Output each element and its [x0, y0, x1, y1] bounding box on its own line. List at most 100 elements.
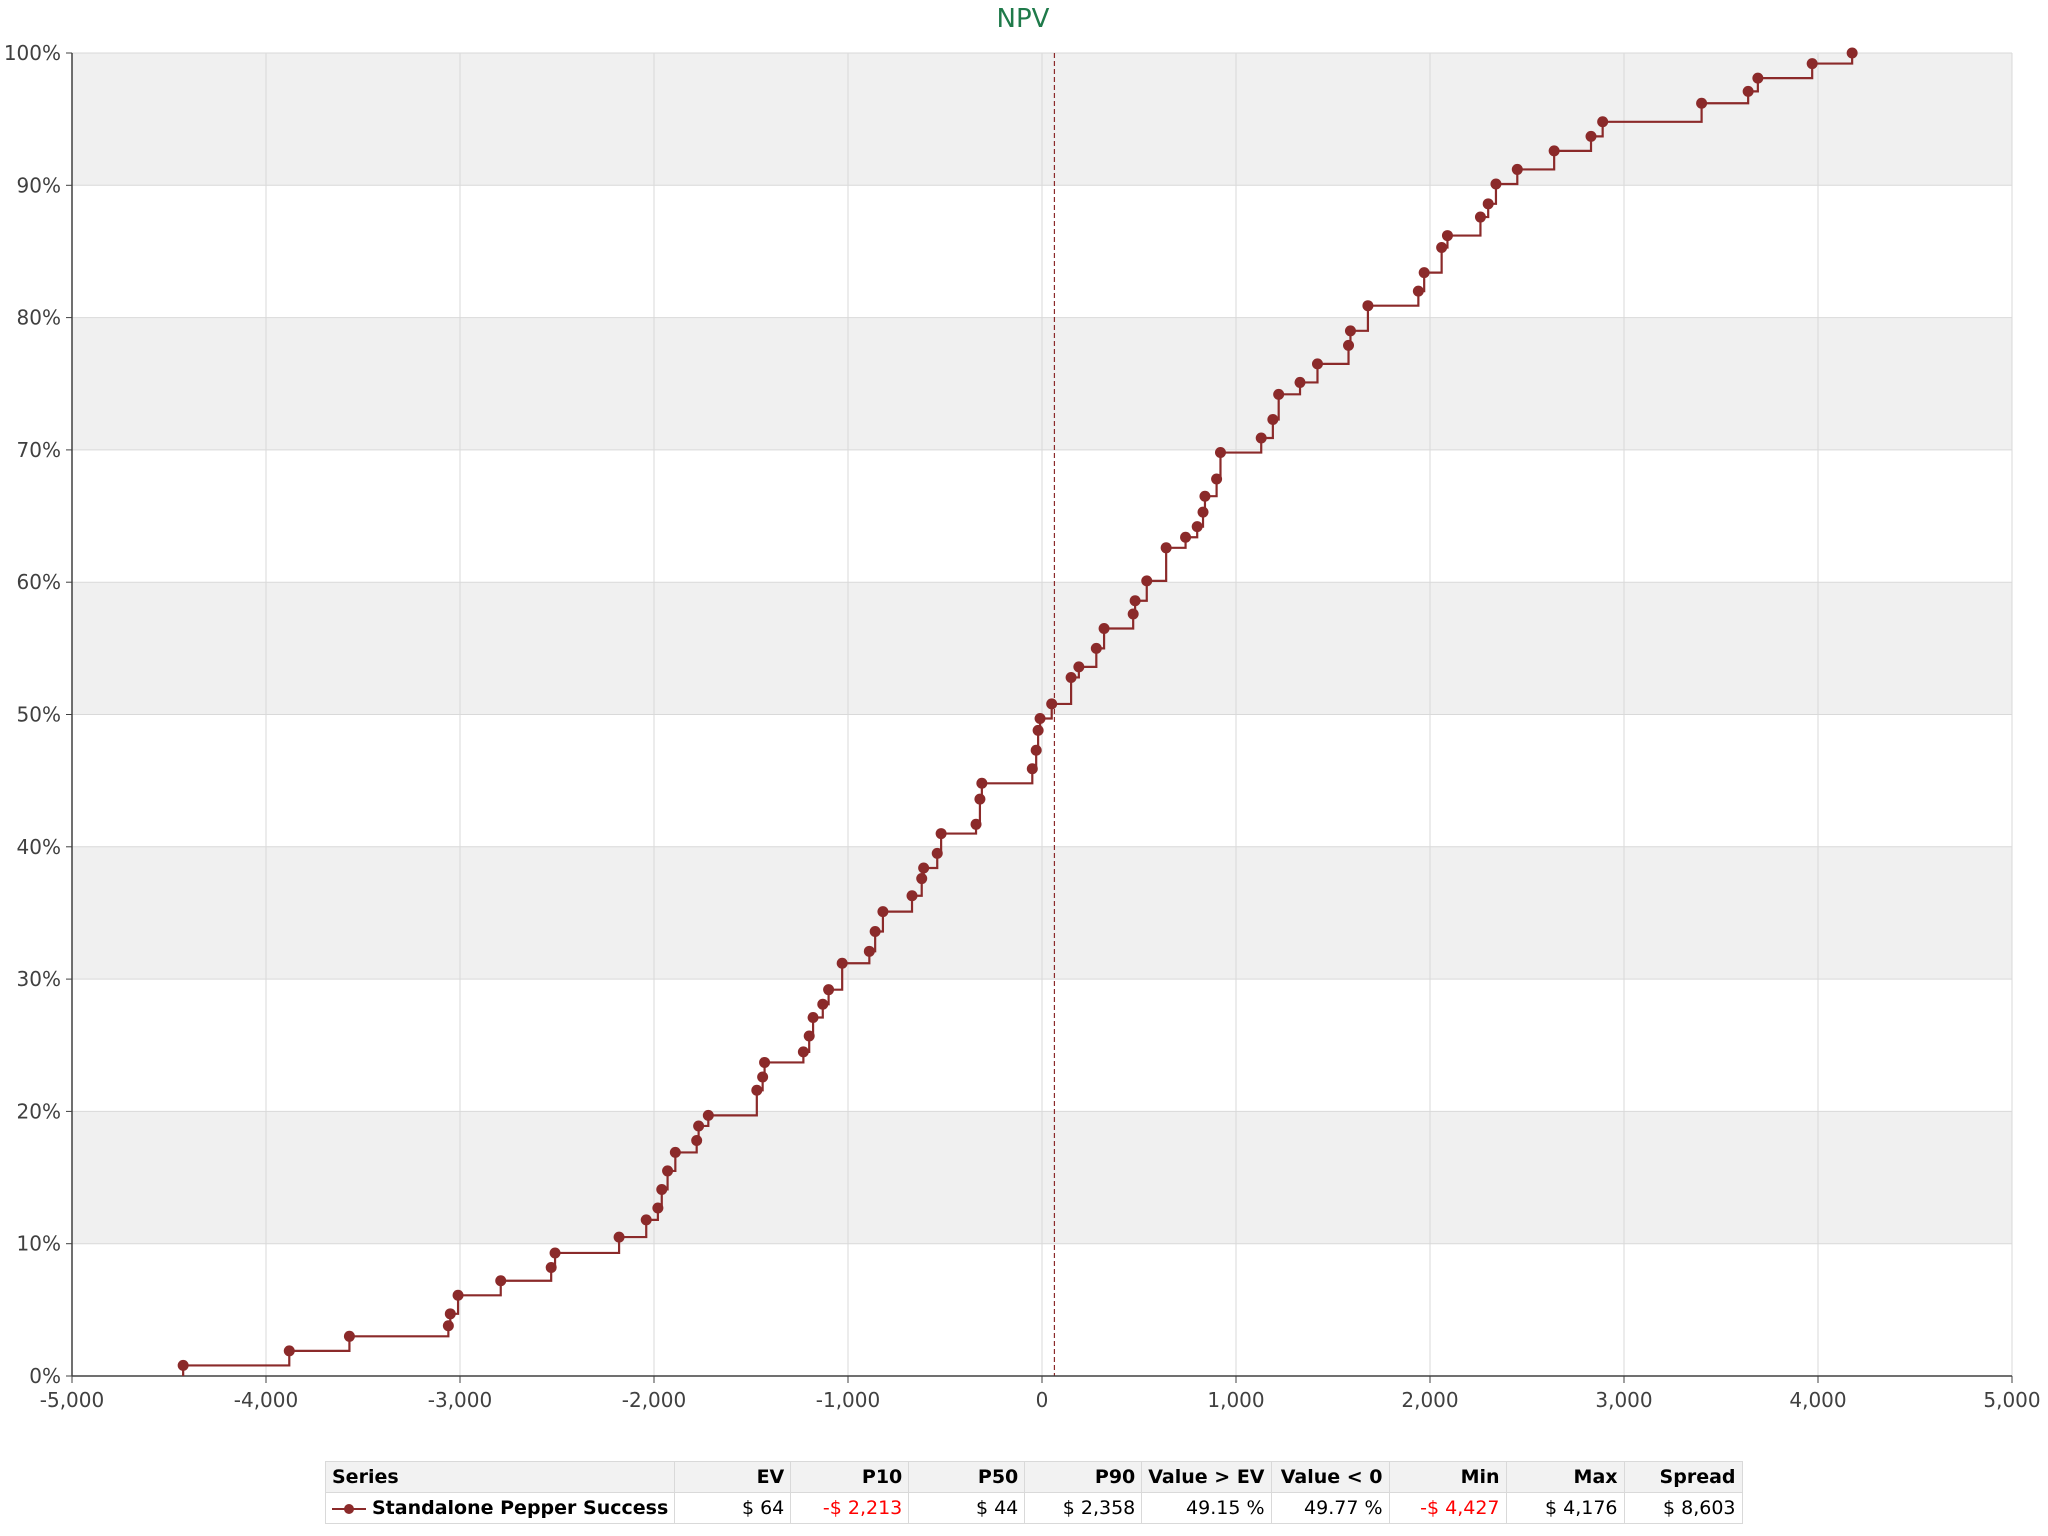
data-point [669, 1146, 681, 1158]
data-point [283, 1345, 295, 1357]
x-tick-label: -3,000 [428, 1388, 492, 1412]
y-tick-label: 30% [17, 967, 61, 991]
series-layer [177, 47, 1858, 1376]
x-tick-label: 3,000 [1595, 1388, 1652, 1412]
data-point [970, 818, 982, 830]
data-point [1436, 241, 1448, 253]
header-p50: P50 [908, 1461, 1026, 1493]
data-point [931, 847, 943, 859]
data-point [906, 890, 918, 902]
data-point [452, 1289, 464, 1301]
x-tick-label: -4,000 [234, 1388, 298, 1412]
y-axis-tick-labels: 0% 10% 20% 30% 40% 50% 60% 70% 80% 90% 100% [4, 41, 61, 1388]
data-point [495, 1275, 507, 1287]
data-point [1267, 413, 1279, 425]
header-p10: P10 [790, 1461, 910, 1493]
data-point [1344, 325, 1356, 337]
x-tick-label: -1,000 [816, 1388, 880, 1412]
npv-cumulative-chart: -5,000 -4,000 -3,000 -2,000 -1,000 0 1,000 2,00… [4, 4, 2041, 1412]
data-point [759, 1056, 771, 1068]
value-lt-0-value: 49.77 % [1270, 1492, 1390, 1524]
data-point [823, 984, 835, 996]
data-point [1090, 642, 1102, 654]
x-tick-label: -2,000 [622, 1388, 686, 1412]
data-point [1191, 521, 1203, 533]
data-point [1030, 744, 1042, 756]
y-tick-label: 80% [17, 306, 61, 330]
data-point [1597, 116, 1609, 128]
data-point [1362, 300, 1374, 312]
data-point [1490, 178, 1502, 190]
series-name: Standalone Pepper Success [372, 1497, 669, 1519]
data-point [817, 998, 829, 1010]
data-point [640, 1214, 652, 1226]
data-point [1585, 130, 1597, 142]
table-row: Standalone Pepper Success $ 64 -$ 2,213 … [324, 1492, 1743, 1524]
max-value: $ 4,176 [1505, 1492, 1625, 1524]
data-point [877, 906, 889, 918]
x-tick-label: 0 [1036, 1388, 1049, 1412]
data-point [1073, 661, 1085, 673]
data-point [1343, 339, 1355, 351]
data-point [1742, 85, 1754, 97]
data-point [1211, 473, 1223, 485]
data-point [863, 945, 875, 957]
data-point [1412, 285, 1424, 297]
value-gt-ev-value: 49.15 % [1141, 1492, 1272, 1524]
x-tick-label: 2,000 [1401, 1388, 1458, 1412]
data-point [1034, 712, 1046, 724]
axes [66, 52, 2013, 1383]
y-tick-label: 20% [17, 1099, 61, 1123]
y-tick-label: 10% [17, 1232, 61, 1256]
data-point [1696, 97, 1708, 109]
data-point [549, 1247, 561, 1259]
data-point [1806, 58, 1818, 70]
header-value-gt-ev: Value > EV [1141, 1461, 1272, 1493]
data-point [1482, 198, 1494, 210]
header-p90: P90 [1024, 1461, 1143, 1493]
header-max: Max [1505, 1461, 1625, 1493]
header-value-lt-0: Value < 0 [1270, 1461, 1390, 1493]
data-point [1032, 724, 1044, 736]
data-point [916, 873, 928, 885]
data-point [1197, 506, 1209, 518]
x-tick-label: 4,000 [1789, 1388, 1846, 1412]
y-tick-label: 70% [17, 438, 61, 462]
data-point [836, 957, 848, 969]
data-point [1065, 671, 1077, 683]
data-point [1141, 575, 1153, 587]
p50-value: $ 44 [908, 1492, 1026, 1524]
data-point [545, 1262, 557, 1274]
data-point [869, 925, 881, 937]
legend-marker-icon [332, 1503, 366, 1514]
y-tick-label: 40% [17, 835, 61, 859]
data-point [1026, 763, 1038, 775]
y-tick-label: 90% [17, 173, 61, 197]
data-point [807, 1011, 819, 1023]
header-series: Series [324, 1461, 676, 1493]
min-value: -$ 4,427 [1388, 1492, 1507, 1524]
data-point [656, 1183, 668, 1195]
data-point [935, 828, 947, 840]
spread-value: $ 8,603 [1623, 1492, 1743, 1524]
x-tick-label: 5,000 [1983, 1388, 2040, 1412]
ev-value: $ 64 [674, 1492, 792, 1524]
data-point [1474, 211, 1486, 223]
data-point [1548, 145, 1560, 157]
data-point [1199, 490, 1211, 502]
data-point [1046, 698, 1058, 710]
data-point [693, 1120, 705, 1132]
data-point [1255, 432, 1267, 444]
data-point [1129, 595, 1141, 607]
data-point [1846, 47, 1858, 59]
data-point [1441, 230, 1453, 242]
x-tick-label: 1,000 [1207, 1388, 1264, 1412]
data-point [613, 1231, 625, 1243]
data-point [1311, 358, 1323, 370]
data-point [974, 793, 986, 805]
header-min: Min [1388, 1461, 1507, 1493]
data-point [797, 1046, 809, 1058]
data-point [662, 1165, 674, 1177]
y-tick-label: 100% [4, 41, 61, 65]
y-tick-label: 50% [17, 703, 61, 727]
